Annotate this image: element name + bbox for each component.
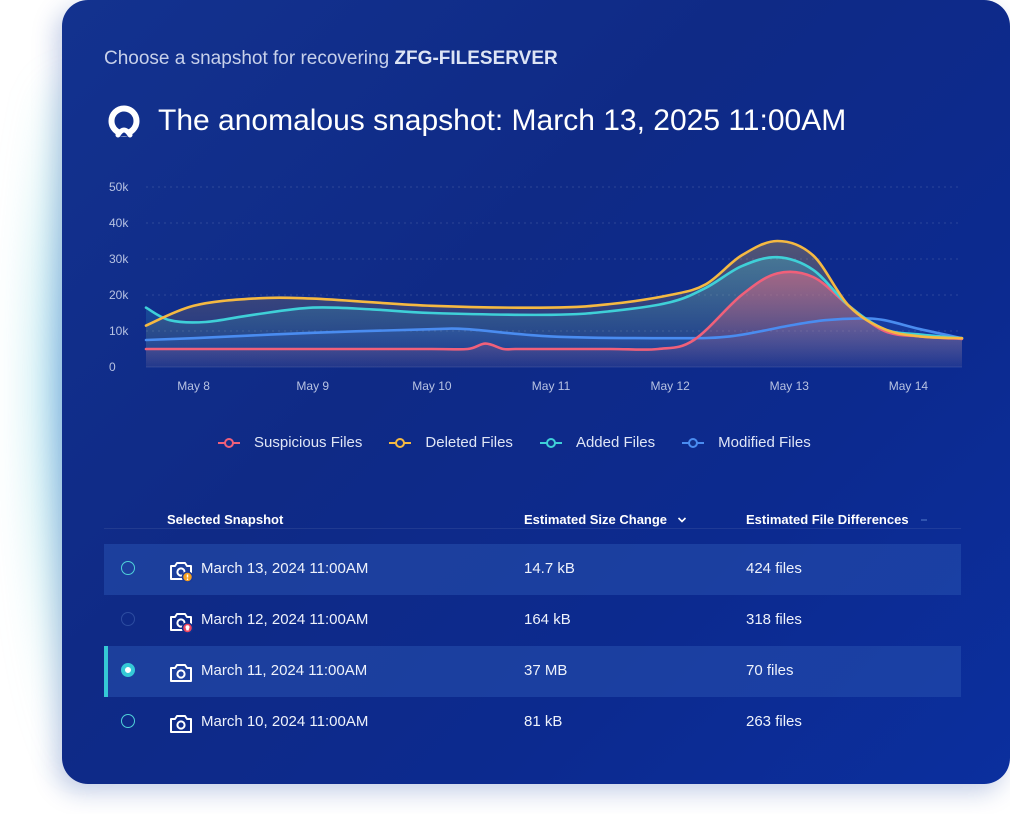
snapshot-radio[interactable] [121, 663, 135, 677]
size-change: 164 kB [524, 611, 571, 628]
selected-row-indicator [104, 646, 108, 697]
snapshot-date: March 10, 2024 11:00AM [201, 713, 369, 730]
legend-marker-icon [539, 437, 562, 448]
file-differences: 424 files [746, 560, 802, 577]
x-tick-label: May 10 [412, 379, 452, 393]
legend-label: Added Files [575, 434, 656, 451]
camera-warning-icon [170, 562, 194, 582]
file-differences: 70 files [746, 662, 794, 679]
y-tick-label: 10k [109, 324, 129, 338]
subtitle-prefix: Choose a snapshot for recovering [104, 48, 390, 69]
legend-label: Modified Files [718, 434, 811, 451]
table-row[interactable]: March 12, 2024 11:00AM 164 kB 318 files [104, 595, 961, 646]
y-tick-label: 20k [109, 288, 129, 302]
anomaly-logo-icon [108, 105, 140, 138]
x-tick-label: May 8 [177, 379, 210, 393]
suspicious-files-area [146, 271, 962, 367]
x-tick-label: May 14 [889, 379, 929, 393]
x-tick-label: May 12 [650, 379, 690, 393]
chart-legend: Suspicious Files Deleted Files Added Fil… [218, 434, 838, 451]
legend-item-deleted[interactable]: Deleted Files [389, 434, 513, 451]
legend-marker-icon [389, 437, 412, 448]
y-tick-label: 30k [109, 252, 129, 266]
table-row[interactable]: March 11, 2024 11:00AM 37 MB 70 files [104, 646, 961, 697]
legend-item-suspicious[interactable]: Suspicious Files [218, 434, 362, 451]
table-header: Selected Snapshot Estimated Size Change … [104, 500, 961, 529]
snapshot-radio[interactable] [121, 612, 135, 626]
page-title: The anomalous snapshot: March 13, 2025 1… [158, 104, 847, 137]
file-differences: 318 files [746, 611, 802, 628]
column-label: Estimated Size Change [524, 512, 668, 527]
column-header-file-differences[interactable]: Estimated File Differences [746, 512, 929, 527]
snapshot-recovery-card: Choose a snapshot for recovering ZFG-FIL… [62, 0, 1010, 784]
legend-label: Deleted Files [425, 434, 513, 451]
title-row: The anomalous snapshot: March 13, 2025 1… [106, 100, 846, 142]
x-tick-label: May 9 [296, 379, 329, 393]
deleted-files-line[interactable] [144, 239, 964, 340]
table-row[interactable]: March 13, 2024 11:00AM 14.7 kB 424 files [104, 544, 961, 595]
size-change: 37 MB [524, 662, 568, 679]
camera-icon [170, 664, 192, 682]
legend-marker-icon [218, 437, 240, 448]
y-tick-label: 40k [109, 216, 129, 230]
column-label: Selected Snapshot [167, 512, 284, 527]
legend-item-added[interactable]: Added Files [539, 434, 656, 451]
snapshot-radio[interactable] [121, 561, 135, 575]
legend-marker-icon [682, 437, 705, 448]
file-activity-chart: 0 10k 20k 30k 40k 50k May 8 May 9 May 10 May 11 Ma… [109, 180, 964, 393]
table-row[interactable]: March 10, 2024 11:00AM 81 kB 263 files [104, 697, 961, 748]
snapshot-date: March 13, 2024 11:00AM [201, 560, 369, 577]
modified-files-line[interactable] [144, 317, 964, 342]
x-tick-label: May 11 [532, 379, 571, 393]
camera-icon [170, 715, 192, 733]
column-header-snapshot[interactable]: Selected Snapshot [167, 512, 283, 527]
legend-item-modified[interactable]: Modified Files [682, 434, 811, 451]
page-subtitle: Choose a snapshot for recovering ZFG-FIL… [104, 48, 558, 70]
column-header-size-change[interactable]: Estimated Size Change [524, 512, 687, 527]
snapshot-radio[interactable] [121, 714, 135, 728]
snapshot-table: Selected Snapshot Estimated Size Change … [104, 500, 961, 733]
y-tick-label: 50k [109, 180, 129, 194]
snapshot-date: March 11, 2024 11:00AM [201, 662, 368, 679]
snapshot-date: March 12, 2024 11:00AM [201, 611, 369, 628]
chevron-down-icon [677, 516, 687, 523]
sort-caret-icon [920, 518, 927, 521]
camera-threat-icon [170, 613, 194, 633]
file-differences: 263 files [746, 713, 802, 730]
server-name: ZFG-FILESERVER [394, 48, 558, 69]
y-tick-label: 0 [109, 360, 116, 374]
column-label: Estimated File Differences [746, 512, 909, 527]
size-change: 81 kB [524, 713, 563, 730]
size-change: 14.7 kB [524, 560, 575, 577]
x-tick-label: May 13 [770, 379, 810, 393]
legend-label: Suspicious Files [254, 434, 363, 451]
